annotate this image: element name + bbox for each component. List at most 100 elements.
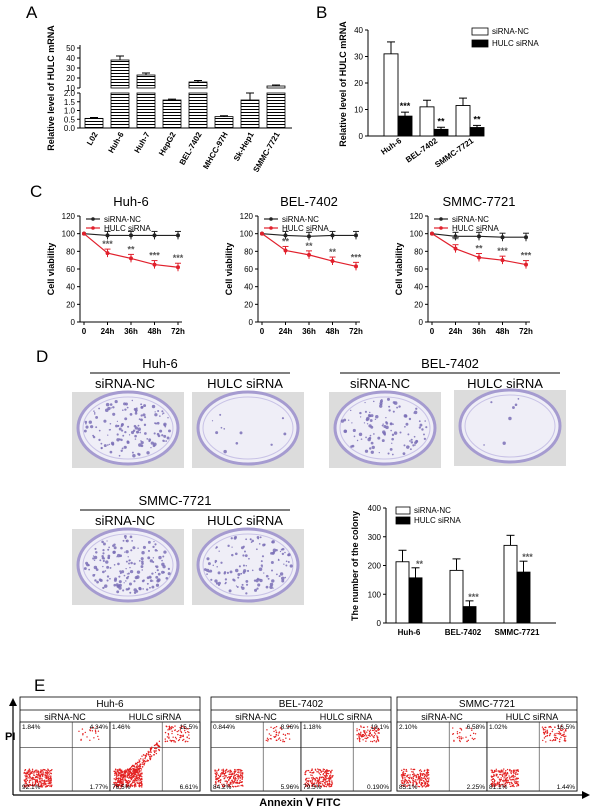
e-event-dot <box>42 772 44 774</box>
e-event-dot <box>188 731 190 734</box>
d-colony-dot <box>136 575 140 579</box>
d-colony-dot <box>141 550 145 555</box>
d-colony-dot <box>164 425 167 428</box>
e-event-dot <box>322 776 325 779</box>
e-event-dot <box>44 773 46 776</box>
e-event-dot <box>178 738 181 741</box>
e-event-dot <box>133 786 136 788</box>
e-event-dot <box>412 783 414 785</box>
e-event-dot <box>426 777 429 780</box>
e-event-dot <box>373 732 376 734</box>
e-event-dot <box>490 779 493 781</box>
e-event-dot <box>125 770 128 773</box>
e-event-dot <box>140 770 142 772</box>
e-event-dot <box>130 777 132 780</box>
d-colony-dot <box>514 403 518 407</box>
c-legend-marker <box>439 217 443 221</box>
d-colony-dot <box>163 423 166 427</box>
d-colony-dot <box>217 571 221 575</box>
e-event-dot <box>35 773 38 775</box>
e-event-dot <box>314 780 316 782</box>
d-category-label: Huh-6 <box>398 628 421 637</box>
d-dish-rim <box>82 533 174 597</box>
d-colony-dot <box>369 411 371 414</box>
e-event-dot <box>219 780 222 782</box>
e-event-dot <box>316 782 318 784</box>
c-point <box>260 231 264 236</box>
e-event-dot <box>116 786 119 788</box>
e-event-dot <box>311 774 313 777</box>
e-event-dot <box>238 770 240 772</box>
d-colony-dot <box>117 584 121 588</box>
e-event-dot <box>216 770 218 772</box>
e-event-dot <box>304 772 306 774</box>
e-event-dot <box>221 769 223 771</box>
e-event-dot <box>133 767 135 770</box>
e-event-dot <box>544 735 547 738</box>
d-colony-dot <box>131 540 134 542</box>
e-event-dot <box>407 776 410 779</box>
e-event-dot <box>272 727 275 730</box>
e-event-dot <box>149 751 151 753</box>
e-event-dot <box>307 769 310 772</box>
e-event-dot <box>230 775 233 778</box>
d-colony-dot <box>88 568 91 571</box>
e-event-dot <box>458 739 461 742</box>
e-event-dot <box>417 776 420 778</box>
e-event-dot <box>134 763 137 765</box>
e-event-dot <box>234 781 236 783</box>
d-colony-dot <box>349 409 352 412</box>
e-event-dot <box>232 776 235 779</box>
e-event-dot <box>497 776 499 779</box>
e-event-dot <box>499 785 501 787</box>
d-colony-dot <box>155 583 160 587</box>
e-event-dot <box>319 782 322 785</box>
d-colony-dot <box>100 447 103 450</box>
d-colony-dot <box>223 571 227 574</box>
e-event-dot <box>121 785 124 788</box>
d-colony-dot <box>164 440 166 442</box>
d-colony-dot <box>121 447 124 450</box>
e-event-dot <box>495 768 497 770</box>
d-colony-dot <box>414 444 416 446</box>
c-significance: ** <box>475 244 483 254</box>
e-event-dot <box>517 784 519 787</box>
b-category-label: SMMC-7721 <box>433 136 475 169</box>
e-event-dot <box>28 774 31 776</box>
a-bar <box>110 92 130 129</box>
e-event-dot <box>401 776 403 778</box>
e-event-dot <box>144 757 146 760</box>
d-colony-dot <box>127 556 129 558</box>
d-colony-dot <box>167 567 171 571</box>
d-legend-label: siRNA-NC <box>414 506 451 515</box>
d-colony-dot <box>162 564 166 569</box>
e-event-dot <box>491 784 494 786</box>
e-event-dot <box>170 728 172 730</box>
c-tick-label: 80 <box>244 247 253 256</box>
d-colony-dot <box>261 555 265 558</box>
e-event-dot <box>84 731 86 734</box>
e-event-dot <box>320 771 322 773</box>
d-colony-dot <box>277 558 280 561</box>
e-event-dot <box>358 739 361 741</box>
d-colony-dot <box>122 539 125 542</box>
e-event-dot <box>168 737 170 739</box>
e-event-dot <box>174 736 177 739</box>
e-event-dot <box>222 769 225 772</box>
e-event-dot <box>311 781 313 783</box>
d-colony-dot <box>109 403 113 406</box>
e-event-dot <box>51 768 53 771</box>
e-event-dot <box>158 749 160 751</box>
d-colony-dot <box>281 579 285 583</box>
d-colony-dot <box>133 580 136 583</box>
e-event-dot <box>492 777 494 780</box>
e-event-dot <box>41 774 44 776</box>
e-event-dot <box>128 774 130 776</box>
b-tick-label: 30 <box>354 53 363 62</box>
d-label-sirna: HULC siRNA <box>207 376 283 391</box>
e-event-dot <box>512 778 514 781</box>
e-event-dot <box>513 780 515 782</box>
d-colony-dot <box>113 546 117 550</box>
e-event-dot <box>134 776 136 778</box>
